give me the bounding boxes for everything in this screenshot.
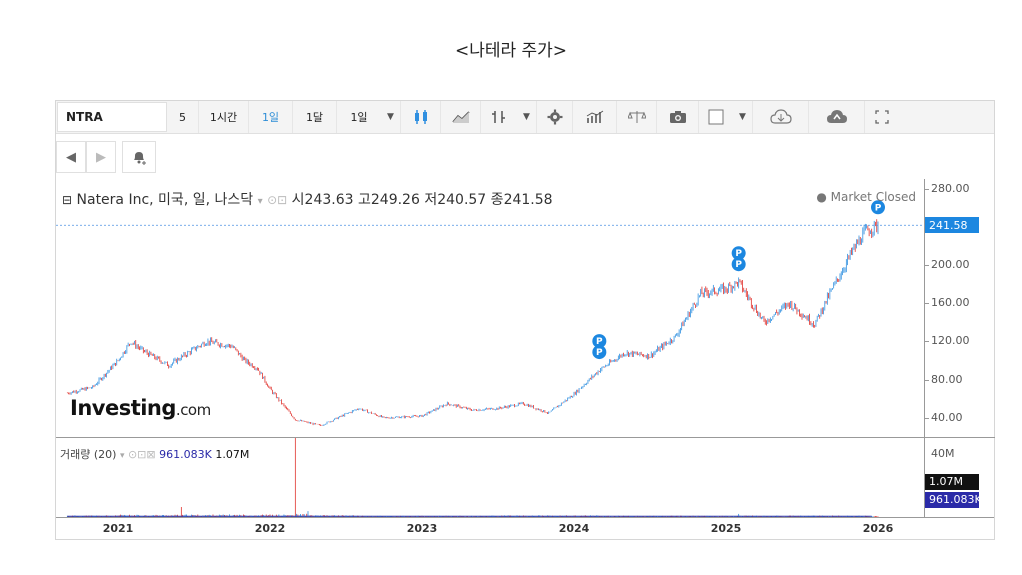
earnings-marker-circle xyxy=(592,334,607,349)
price-tick-mark xyxy=(925,417,929,419)
time-tick-label: 2026 xyxy=(862,522,894,535)
legend-name: Natera Inc, 미국, 일, 나스닥 xyxy=(76,192,254,208)
price-tick-mark xyxy=(925,379,929,381)
bar-chart-icon[interactable] xyxy=(481,101,517,133)
volume-tick-label: 40M xyxy=(931,447,955,460)
interval-5min-button[interactable]: 5 xyxy=(167,101,199,133)
cloud-download-icon[interactable] xyxy=(753,101,809,133)
low-value: 240.57 xyxy=(437,192,487,208)
indicators-icon[interactable] xyxy=(573,101,617,133)
interval-dropdown-value[interactable]: 1일 xyxy=(350,111,368,124)
close-label: 종 xyxy=(490,192,504,208)
market-status-text: Market Closed xyxy=(830,190,916,204)
volume-plot[interactable]: 거래량 (20) ▾ ⊙⊡⊠ 961.083K 1.07M xyxy=(56,421,924,518)
line-chart-icon[interactable] xyxy=(441,101,481,133)
earnings-marker-label: P xyxy=(596,348,603,358)
price-tick-label: 160.00 xyxy=(931,296,970,310)
price-tick-mark xyxy=(925,341,929,343)
time-tick-label: 2025 xyxy=(710,522,742,535)
open-label: 시 xyxy=(291,192,305,208)
collapse-icon[interactable]: ⊟ xyxy=(62,193,73,207)
time-tick-label: 2023 xyxy=(406,522,438,535)
high-label: 고 xyxy=(357,192,371,208)
color-dropdown-arrow-icon[interactable]: ▼ xyxy=(733,101,753,133)
interval-dropdown-arrow-icon[interactable]: ▼ xyxy=(381,101,401,133)
undo-icon[interactable]: ◀ xyxy=(56,141,86,173)
time-axis[interactable]: 2021 2022 2023 2024 2025 2026 xyxy=(56,517,994,540)
price-tick-mark xyxy=(925,265,929,266)
interval-1month-button[interactable]: 1달 xyxy=(293,101,337,133)
volume-ma-tag: 961.083K xyxy=(925,491,982,508)
chart-type-dropdown-arrow-icon[interactable]: ▼ xyxy=(517,101,537,133)
color-box-icon[interactable] xyxy=(699,101,733,133)
earnings-marker-circle xyxy=(731,246,746,261)
volume-dropdown-icon[interactable]: ▾ xyxy=(119,451,125,461)
open-value: 243.63 xyxy=(304,192,354,208)
chart-widget: NTRA 5 1시간 1일 1달 1일 ▼ ▼ ▼ xyxy=(55,100,995,540)
legend-dropdown-icon[interactable]: ▾ xyxy=(257,196,263,207)
time-tick-label: 2024 xyxy=(558,522,590,535)
compare-icon[interactable] xyxy=(617,101,657,133)
fullscreen-icon[interactable] xyxy=(865,101,899,133)
logo-suffix: .com xyxy=(175,401,211,419)
volume-axis[interactable]: 40M20M 1.07M 961.083K xyxy=(924,437,995,518)
interval-1day-button[interactable]: 1일 xyxy=(249,101,293,133)
price-tick-label: 200.00 xyxy=(931,258,970,271)
earnings-marker[interactable]: P xyxy=(871,200,885,215)
camera-icon[interactable] xyxy=(657,101,699,133)
symbol-input[interactable]: NTRA xyxy=(57,102,167,132)
volume-label: 거래량 (20) xyxy=(60,448,117,461)
interval-1hour-button[interactable]: 1시간 xyxy=(199,101,249,133)
price-axis[interactable]: 280.00240.00200.00160.00120.0080.0040.00… xyxy=(924,179,995,437)
volume-settings-icon[interactable]: ⊙⊡⊠ xyxy=(127,448,156,461)
high-value: 249.26 xyxy=(370,192,420,208)
earnings-marker-label: P xyxy=(735,249,742,259)
price-tick-mark xyxy=(925,188,929,190)
earnings-marker[interactable]: P xyxy=(731,257,746,272)
earnings-marker-circle xyxy=(731,257,746,272)
earnings-marker-circle xyxy=(871,200,885,215)
price-tick-label: 40.00 xyxy=(931,410,963,424)
last-price-tag: 241.58 xyxy=(925,217,979,234)
low-label: 저 xyxy=(424,192,438,208)
drawing-toolbar: ◀ ▶ xyxy=(56,141,156,173)
close-value: 241.58 xyxy=(503,192,553,208)
time-tick-label: 2022 xyxy=(254,522,286,535)
alert-bell-icon[interactable] xyxy=(122,141,156,173)
earnings-marker-label: P xyxy=(735,260,742,270)
earnings-marker-label: P xyxy=(875,203,882,213)
earnings-marker[interactable]: P xyxy=(592,345,607,360)
price-tick-label: 280.00 xyxy=(931,181,970,195)
earnings-marker-label: P xyxy=(596,337,603,347)
market-status: ● Market Closed xyxy=(816,190,916,204)
legend-settings-icon[interactable]: ⊙⊡ xyxy=(267,193,288,207)
volume-legend: 거래량 (20) ▾ ⊙⊡⊠ 961.083K 1.07M xyxy=(60,446,249,462)
earnings-marker-circle xyxy=(592,345,607,360)
last-volume-tag: 1.07M xyxy=(925,473,979,490)
gear-icon[interactable] xyxy=(537,101,573,133)
time-tick-label: 2021 xyxy=(102,522,134,535)
earnings-marker[interactable]: P xyxy=(592,334,607,349)
chart-legend: ⊟ Natera Inc, 미국, 일, 나스닥 ▾ ⊙⊡ 시243.63 고2… xyxy=(62,189,553,209)
earnings-marker[interactable]: P xyxy=(731,246,746,261)
volume-ma-value: 961.083K xyxy=(159,448,212,461)
price-tick-label: 80.00 xyxy=(931,372,963,386)
volume-value: 1.07M xyxy=(215,448,250,461)
logo-main: Investing xyxy=(70,396,176,420)
price-tick-mark xyxy=(925,303,929,305)
cloud-upload-icon[interactable] xyxy=(809,101,865,133)
redo-icon[interactable]: ▶ xyxy=(86,141,116,173)
chart-toolbar: NTRA 5 1시간 1일 1달 1일 ▼ ▼ ▼ xyxy=(56,101,994,134)
page-title: <나테라 주가> xyxy=(454,41,568,61)
candlestick-icon[interactable] xyxy=(401,101,441,133)
price-tick-label: 120.00 xyxy=(931,334,970,348)
investing-logo: Investing.com xyxy=(70,396,211,420)
